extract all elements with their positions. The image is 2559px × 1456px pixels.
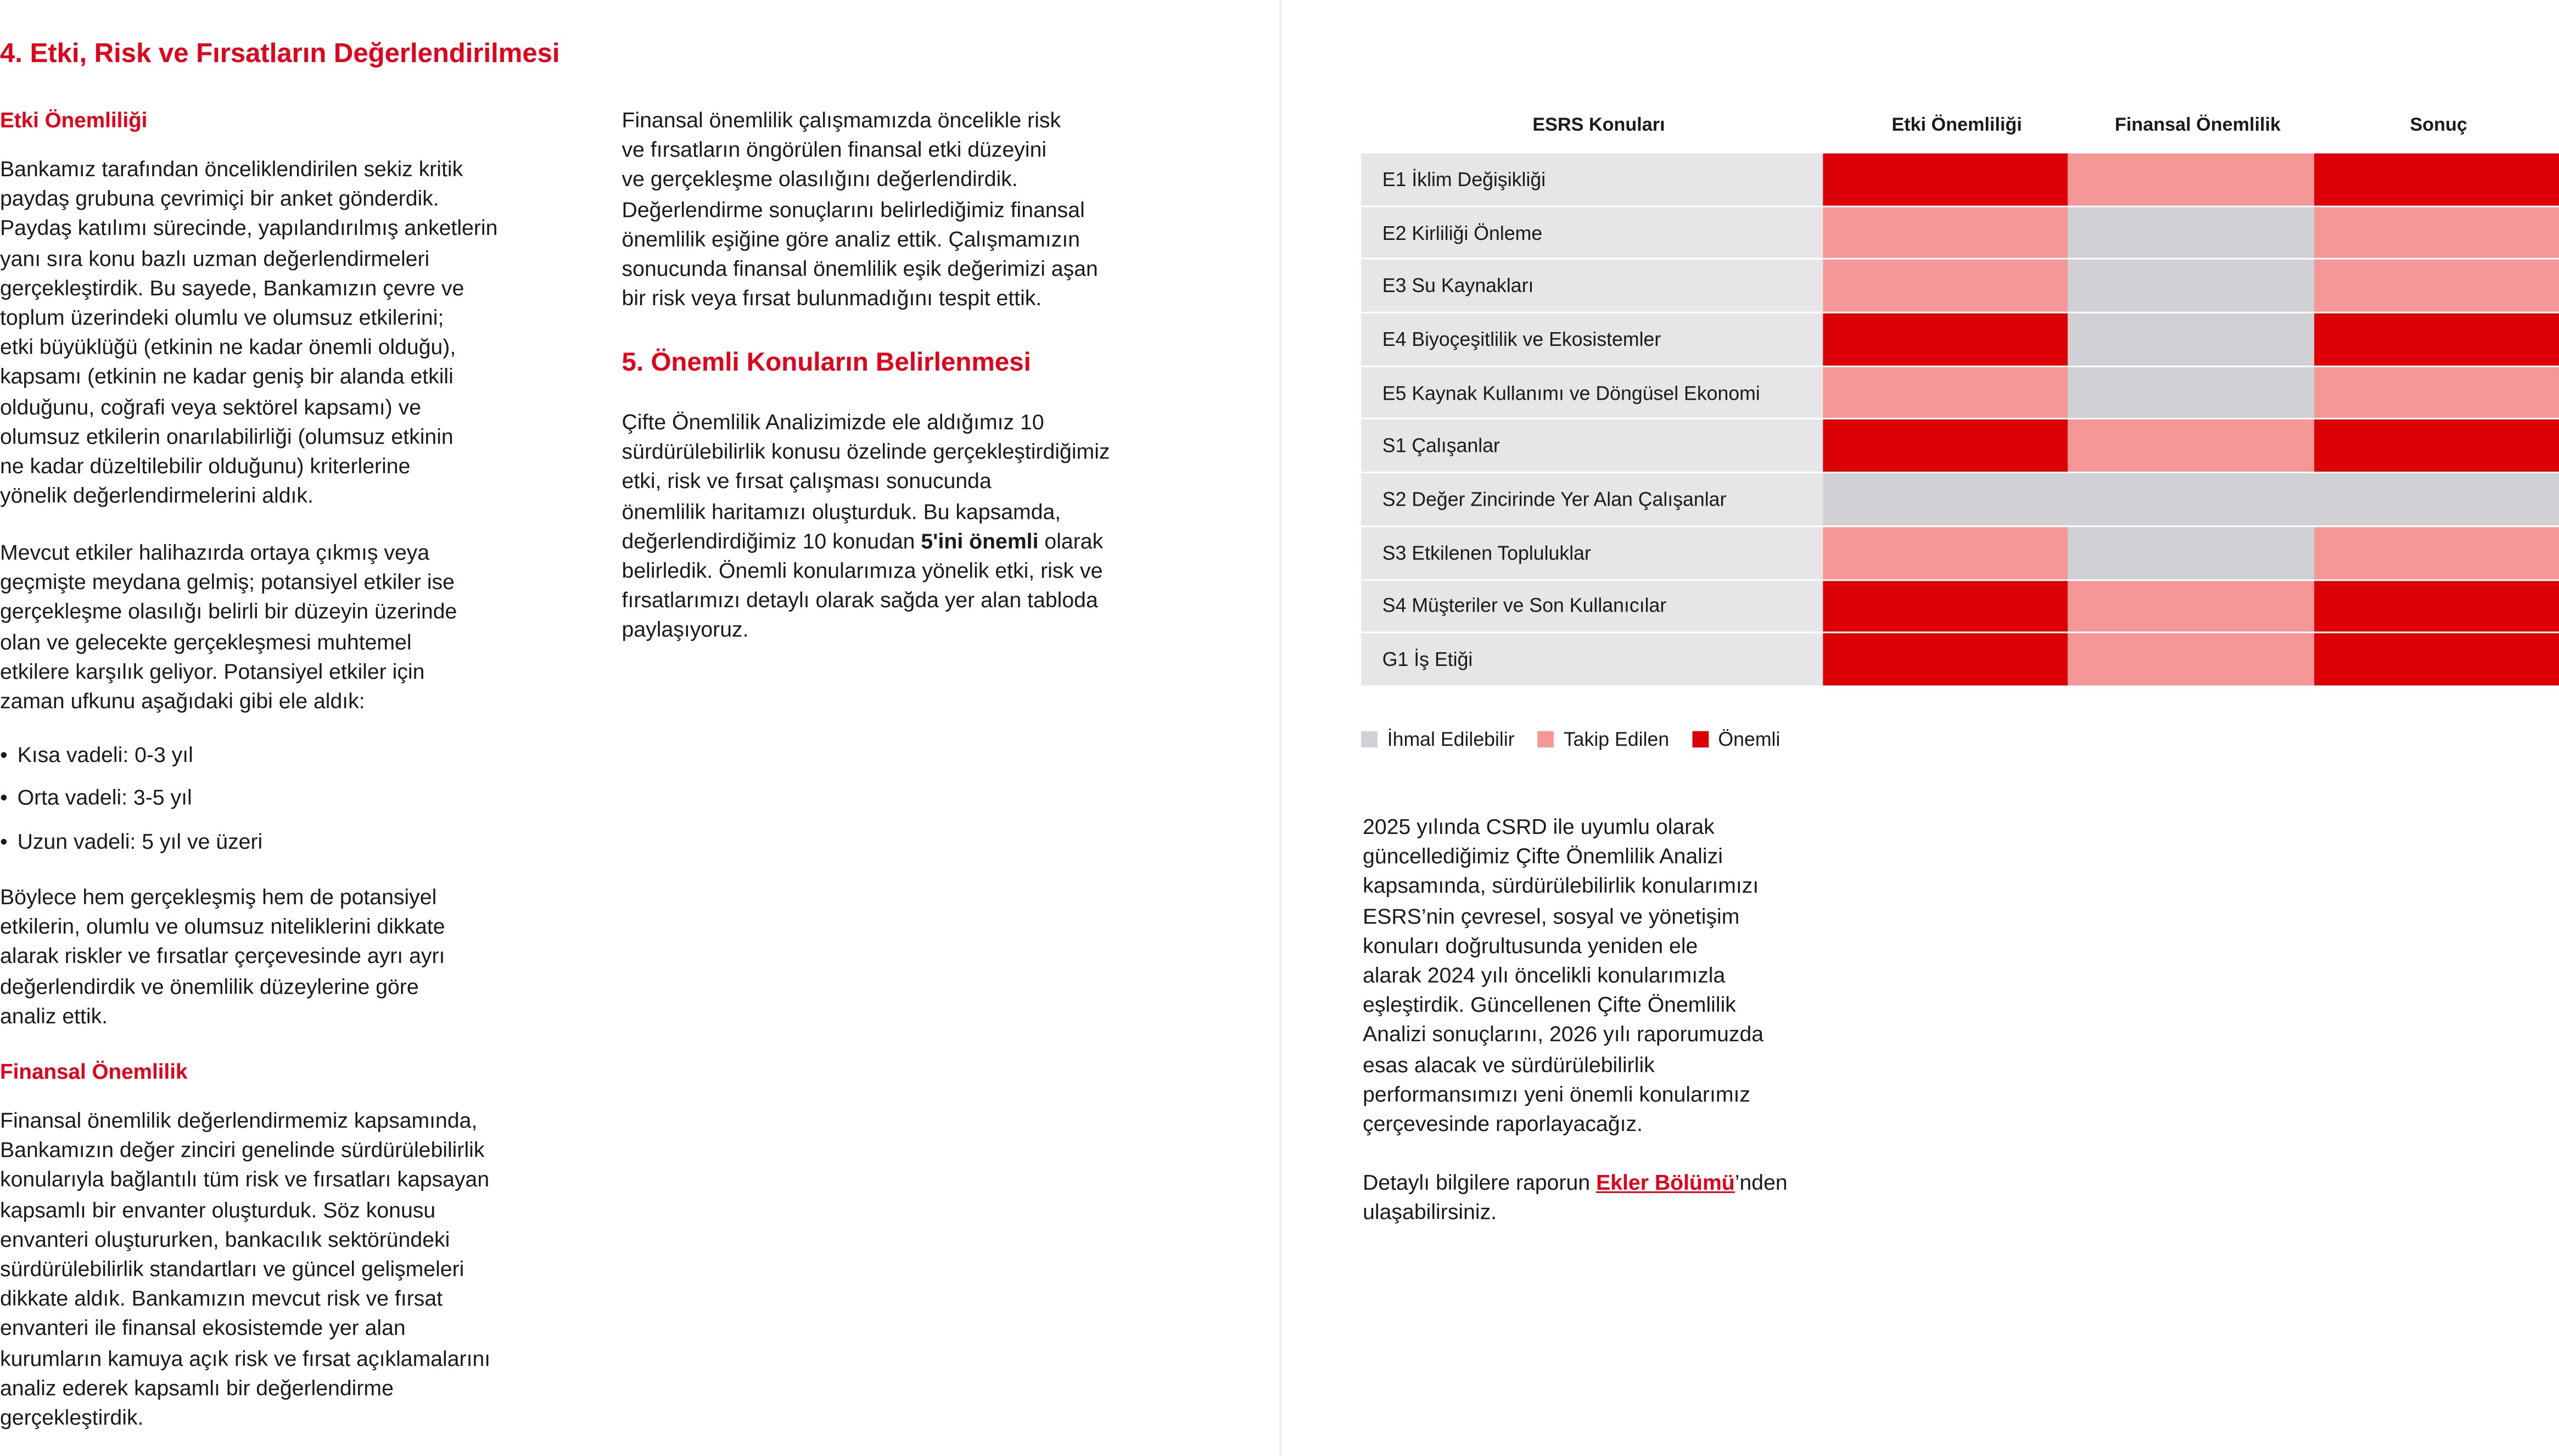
legend-item: İhmal Edilebilir [1361, 728, 1515, 751]
result-level-cell [2313, 313, 2559, 366]
impact-level-cell [1823, 313, 2069, 366]
topic-label: E4 Biyoçeşitlilik ve Ekosistemler [1361, 313, 1823, 366]
impact-level-cell [1823, 420, 2069, 472]
result-level-cell [2313, 580, 2559, 632]
table-row: S2 Değer Zincirinde Yer Alan Çalışanlar [1361, 473, 2559, 527]
impact-level-cell [1823, 473, 2069, 525]
impact-level-cell [1823, 206, 2069, 259]
topic-label: E2 Kirliliği Önleme [1361, 206, 1823, 259]
material-topics-paragraph: Çifte Önemlilik Analizimizde ele aldığım… [622, 408, 1110, 646]
financial-level-cell [2068, 153, 2314, 205]
header-impact: Etki Önemliliği [1891, 116, 2022, 136]
topic-label: E5 Kaynak Kullanımı ve Döngüsel Ekonomi [1361, 367, 1823, 419]
topic-label: S1 Çalışanlar [1361, 420, 1823, 472]
materiality-table: ESRS Konuları Etki Önemliliği Finansal Ö… [1361, 98, 2559, 687]
table-row: S4 Müşteriler ve Son Kullanıcılar [1361, 580, 2559, 634]
impact-timeframe-paragraph: Mevcut etkiler halihazırda ortaya çıkmış… [0, 540, 457, 714]
emphasis: 5'ini önemli [921, 528, 1039, 553]
legend-label: Takip Edilen [1563, 727, 1670, 751]
impact-paragraph: Bankamız tarafından önceliklendirilen se… [0, 156, 498, 508]
legend-label: İhmal Edilebilir [1387, 727, 1515, 751]
csrd-paragraph: 2025 yılında CSRD ile uyumlu olarak günc… [1363, 814, 1764, 1136]
legend-item: Takip Edilen [1537, 728, 1669, 751]
result-level-cell [2313, 260, 2559, 312]
impact-level-cell [1823, 633, 2069, 686]
impact-level-cell [1823, 367, 2069, 419]
result-level-cell [2313, 367, 2559, 419]
text: Detaylı bilgilere raporun [1363, 1170, 1597, 1195]
topic-label: E3 Su Kaynakları [1361, 260, 1823, 312]
financial-level-cell [2068, 260, 2314, 312]
impact-summary-paragraph: Böylece hem gerçekleşmiş hem de potansiy… [0, 884, 445, 1028]
table-row: G1 İş Etiği [1361, 633, 2559, 687]
topic-label: E1 İklim Değişikliği [1361, 153, 1823, 205]
result-level-cell [2313, 153, 2559, 205]
impact-level-cell [1823, 580, 2069, 632]
table-row: S1 Çalışanlar [1361, 420, 2559, 474]
financial-level-cell [2068, 527, 2314, 579]
topic-label: S2 Değer Zincirinde Yer Alan Çalışanlar [1361, 473, 1823, 525]
legend-item: Önemli [1692, 728, 1780, 751]
table-row: E2 Kirliliği Önleme [1361, 206, 2559, 260]
financial-level-cell [2068, 473, 2314, 525]
table-row: E3 Su Kaynakları [1361, 260, 2559, 313]
table-row: E5 Kaynak Kullanımı ve Döngüsel Ekonomi [1361, 367, 2559, 421]
list-item: Kısa vadeli: 0-3 yıl [0, 743, 262, 786]
timeframe-list: Kısa vadeli: 0-3 yıl Orta vadeli: 3-5 yı… [0, 743, 263, 872]
table-body: E1 İklim Değişikliği E2 Kirliliği Önleme E… [1361, 153, 2559, 687]
section-title: 4. Etki, Risk ve Fırsatların Değerlendir… [0, 39, 560, 69]
text: olarak belirledik. Önemli konularımıza y… [621, 528, 1104, 642]
result-level-cell [2313, 473, 2559, 525]
impact-level-cell [1823, 527, 2069, 579]
result-level-cell [2313, 206, 2559, 259]
table-header: ESRS Konuları Etki Önemliliği Finansal Ö… [1361, 98, 2559, 153]
appendix-link[interactable]: Ekler Bölümü [1596, 1170, 1735, 1195]
column-divider [1279, 0, 1281, 1456]
financial-level-cell [2068, 313, 2314, 366]
topic-label: G1 İş Etiği [1361, 633, 1823, 686]
topic-label: S3 Etkilenen Topluluklar [1361, 527, 1823, 579]
financial-level-cell [2068, 580, 2314, 632]
financial-paragraph: Finansal önemlilik değerlendirmemiz kaps… [0, 1108, 491, 1430]
header-result: Sonuç [2410, 116, 2467, 136]
list-item: Uzun vadeli: 5 yıl ve üzeri [0, 828, 263, 871]
header-financial: Finansal Önemlilik [2114, 116, 2281, 136]
legend: İhmal Edilebilir Takip Edilen Önemli [1361, 728, 1780, 751]
result-level-cell [2313, 527, 2559, 579]
financial-level-cell [2068, 367, 2314, 419]
impact-level-cell [1823, 260, 2069, 312]
impact-materiality-heading: Etki Önemliliği [0, 108, 148, 132]
topic-label: S4 Müşteriler ve Son Kullanıcılar [1361, 580, 1823, 632]
appendix-paragraph: Detaylı bilgilere raporun Ekler Bölümü’n… [1363, 1168, 1788, 1228]
header-topics: ESRS Konuları [1532, 116, 1665, 136]
impact-level-cell [1823, 153, 2069, 205]
financial-level-cell [2068, 206, 2314, 259]
text: Çifte Önemlilik Analizimizde ele aldığım… [621, 410, 1110, 553]
material-topics-heading: 5. Önemli Konuların Belirlenmesi [621, 349, 1031, 377]
table-row: E4 Biyoçeşitlilik ve Ekosistemler [1361, 313, 2559, 367]
legend-swatch [1692, 731, 1709, 748]
financial-level-cell [2068, 633, 2314, 686]
result-level-cell [2313, 420, 2559, 472]
financial-materiality-heading: Finansal Önemlilik [0, 1059, 188, 1084]
text: ’nden ulaşabilirsiniz. [1363, 1170, 1788, 1225]
legend-swatch [1537, 731, 1554, 748]
result-level-cell [2313, 633, 2559, 686]
financial-method-paragraph: Finansal önemlilik çalışmamızda öncelikl… [621, 108, 1098, 311]
table-row: S3 Etkilenen Topluluklar [1361, 527, 2559, 580]
financial-level-cell [2068, 420, 2314, 472]
table-row: E1 İklim Değişikliği [1361, 153, 2559, 207]
legend-label: Önemli [1718, 727, 1780, 751]
list-item: Orta vadeli: 3-5 yıl [0, 786, 262, 828]
legend-swatch [1361, 731, 1378, 748]
